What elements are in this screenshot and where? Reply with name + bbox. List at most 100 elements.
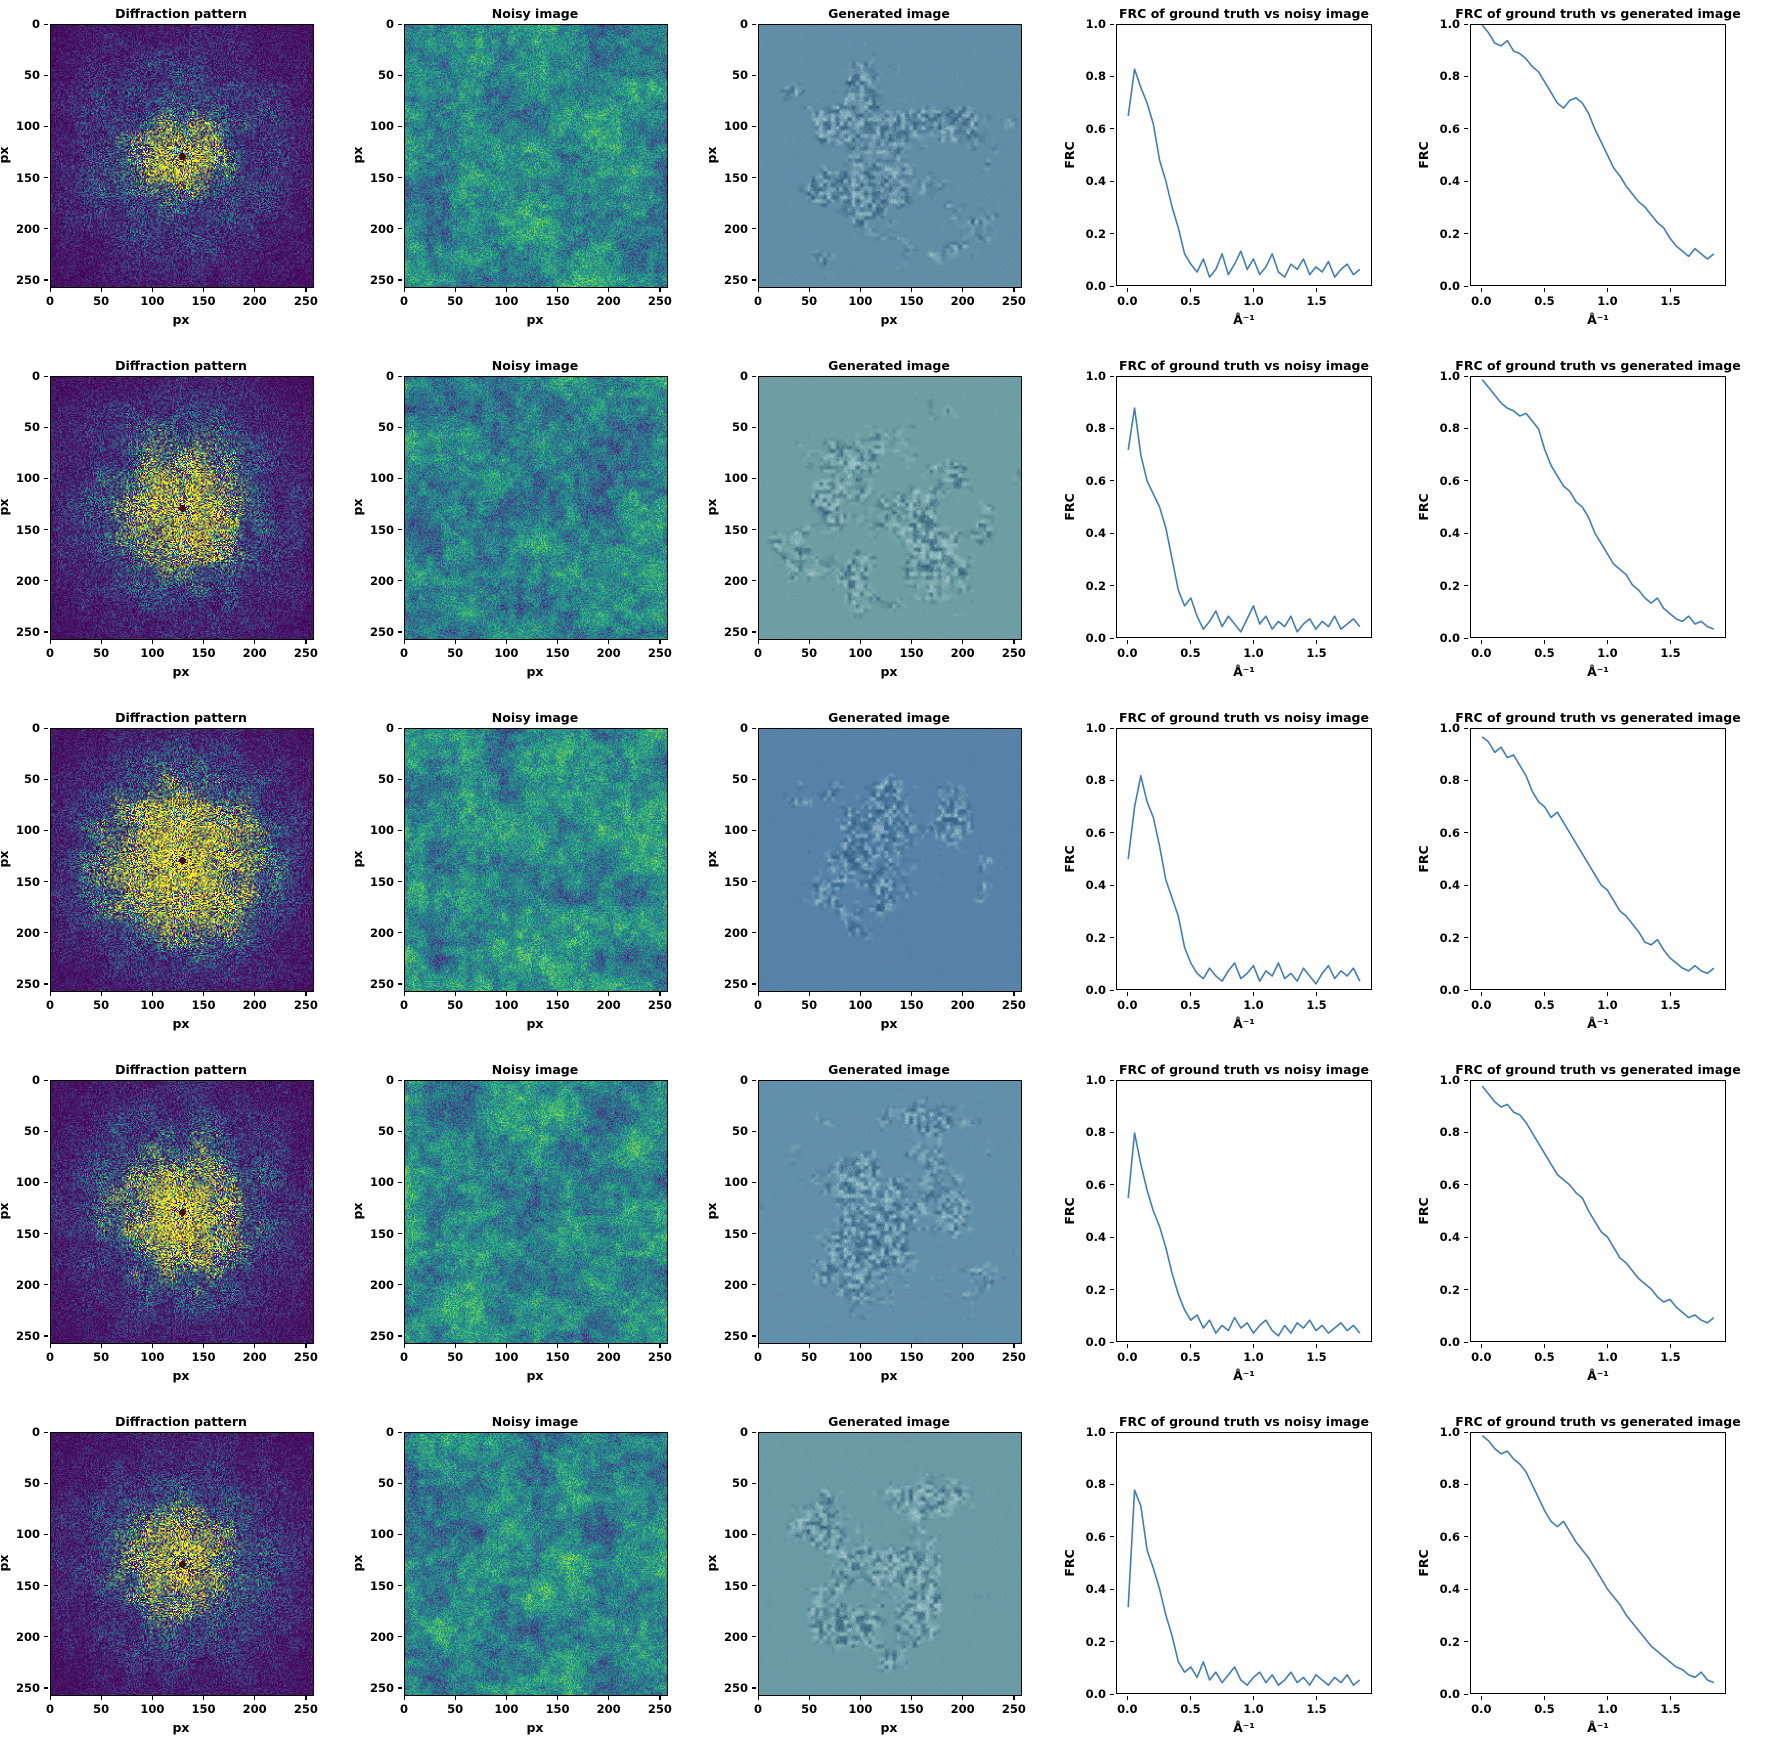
y-tick-mark [1110,1289,1114,1291]
x-tick-label: 150 [191,1350,216,1364]
frc-curve [1481,1085,1715,1324]
x-axis-label: px [172,1016,190,1031]
y-tick-mark [1110,233,1114,235]
x-tick-label: 200 [596,294,621,308]
y-tick-mark [44,375,48,377]
y-tick-label: 0.8 [1439,1477,1460,1492]
x-tick-mark [859,1696,862,1700]
frc-curve [1127,407,1361,633]
y-tick-label: 0 [385,17,394,31]
y-tick-label: 1.0 [1439,1425,1460,1439]
y-tick-mark [44,983,48,985]
y-tick-label: 250 [15,976,40,991]
y-tick-label: 100 [15,1175,40,1190]
y-tick-label: 250 [723,624,748,639]
y-tick-mark [44,177,48,179]
y-tick-label: 0.0 [1439,279,1460,293]
frc-generated-plot [1470,728,1726,990]
y-tick-label: 0 [385,721,394,735]
y-tick-mark [398,631,402,633]
y-tick-label: 0.4 [1439,174,1460,189]
y-tick-mark [44,1687,48,1689]
x-tick-label: 50 [93,1702,110,1716]
x-tick-mark [1252,1696,1255,1700]
panel-diffraction-row1: Diffraction pattern 0 50 100 150 200 250 0 50 100… [0,2,356,354]
panel-title: Diffraction pattern [115,710,247,725]
y-tick-label: 150 [723,522,748,537]
x-tick-mark [1670,1696,1672,1700]
x-tick-mark [1189,992,1192,996]
y-axis-label: px [704,498,719,516]
x-tick-mark [203,640,205,644]
frc-generated-plot [1470,1432,1726,1694]
x-tick-mark [203,288,205,292]
frc-curve-svg [1481,736,1715,975]
y-tick-mark [1464,480,1468,482]
y-tick-mark [398,1585,402,1587]
y-tick-mark [1464,585,1468,587]
x-tick-label: 0.0 [1471,998,1492,1012]
y-tick-label: 250 [723,272,748,287]
y-tick-mark [1464,23,1468,25]
x-tick-label: 150 [545,998,570,1012]
x-axis-label: Å⁻¹ [1233,1368,1255,1383]
y-tick-label: 0.2 [1085,578,1106,593]
y-tick-mark [1110,180,1114,182]
y-tick-mark [1110,1641,1114,1643]
y-tick-mark [1110,1693,1114,1695]
y-tick-label: 200 [369,925,394,940]
x-tick-mark [1013,288,1015,292]
x-tick-label: 100 [848,998,873,1012]
x-tick-mark [1252,1344,1255,1348]
diffraction-canvas [50,376,314,640]
x-tick-label: 1.0 [1597,1702,1618,1716]
x-tick-label: 150 [191,294,216,308]
y-tick-mark [398,727,402,729]
x-tick-label: 1.5 [1660,1350,1681,1364]
x-tick-label: 0 [753,294,762,308]
y-tick-label: 0.4 [1439,526,1460,541]
generated-canvas [758,376,1022,640]
y-tick-label: 0.6 [1085,1177,1106,1192]
y-tick-mark [44,1181,48,1184]
y-tick-mark [752,1482,756,1484]
y-tick-mark [398,1335,402,1337]
y-tick-label: 150 [15,522,40,537]
y-axis-label: px [0,146,11,164]
x-tick-label: 50 [447,998,464,1012]
x-axis-label: px [880,1016,898,1031]
y-tick-label: 200 [15,925,40,940]
y-tick-label: 200 [369,1629,394,1644]
diffraction-canvas [50,1080,314,1344]
y-tick-label: 0 [385,1073,394,1087]
y-tick-mark [752,932,756,934]
x-tick-label: 1.0 [1597,294,1618,308]
y-tick-mark [1110,285,1114,287]
y-tick-mark [44,1431,48,1433]
y-tick-mark [1464,532,1468,534]
y-tick-mark [1464,1431,1468,1433]
panel-title: Diffraction pattern [115,1062,247,1077]
y-tick-label: 200 [723,925,748,940]
y-tick-mark [44,1636,48,1638]
panel-title: Generated image [828,1062,950,1077]
y-tick-mark [1464,779,1468,782]
panel-frc-noisy-row4: FRC of ground truth vs noisy image 0.0 0.5… [1062,1058,1418,1410]
x-axis-label: Å⁻¹ [1587,664,1609,679]
frc-curve [1481,736,1715,975]
y-tick-mark [44,529,48,531]
y-tick-label: 0.8 [1085,1477,1106,1492]
y-tick-mark [398,1636,402,1638]
y-tick-label: 250 [369,272,394,287]
panel-frc-generated-row5: FRC of ground truth vs generated image 0.… [1416,1410,1772,1762]
y-tick-label: 0.0 [1085,1687,1106,1701]
y-axis-label: FRC [1416,845,1431,873]
panel-title: Generated image [828,358,950,373]
x-tick-mark [49,288,51,292]
x-tick-label: 200 [950,1702,975,1716]
x-tick-label: 250 [293,1350,318,1364]
panel-title: FRC of ground truth vs generated image [1455,710,1741,725]
frc-curve-svg [1127,1489,1361,1686]
x-tick-label: 50 [801,294,818,308]
y-axis-label: FRC [1062,493,1077,521]
